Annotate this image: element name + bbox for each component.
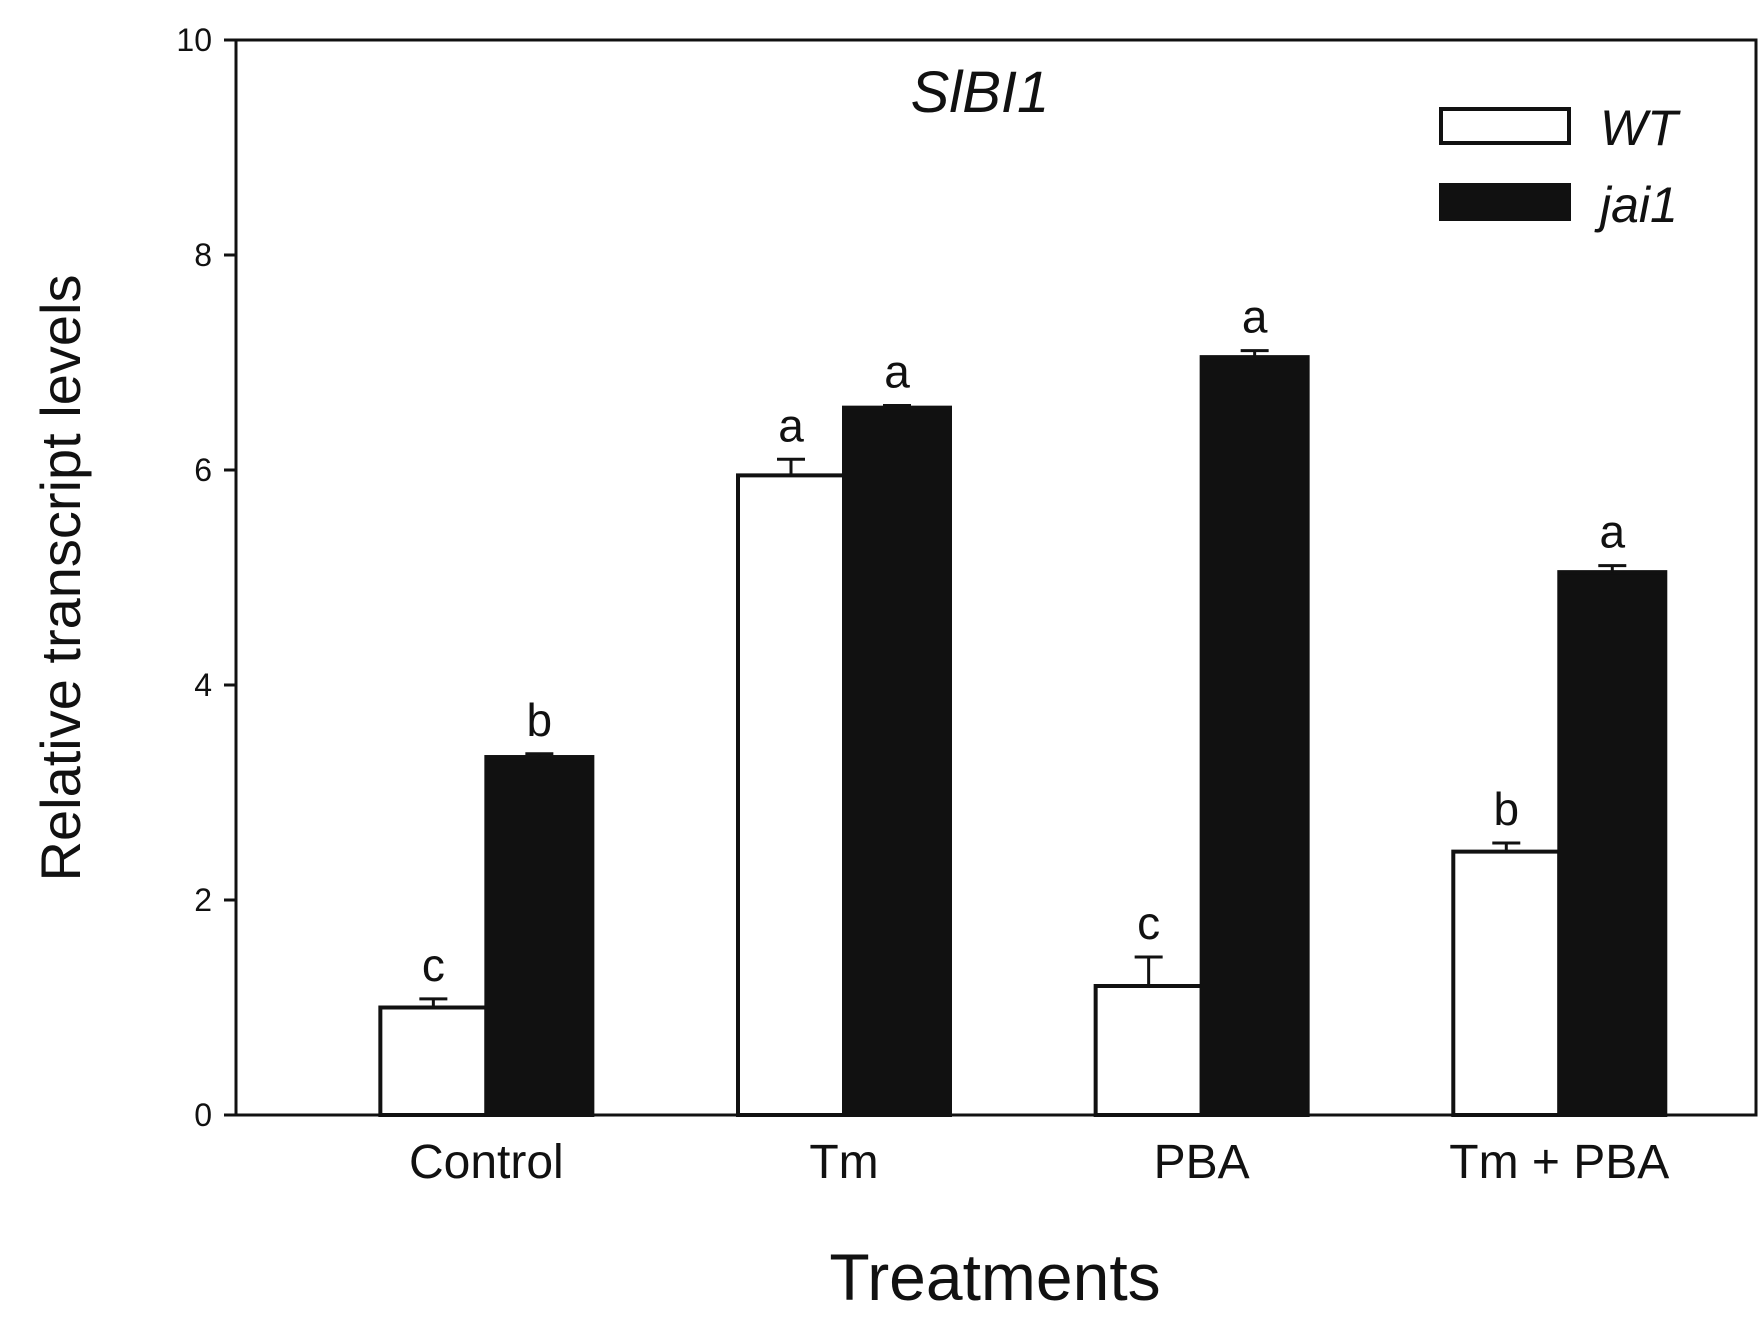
legend-label-wt: WT xyxy=(1600,100,1681,156)
x-tick-label: Tm + PBA xyxy=(1449,1136,1669,1189)
bar-jai1 xyxy=(842,405,952,1117)
x-tick-label: Control xyxy=(409,1136,564,1189)
y-tick-label: 0 xyxy=(194,1097,212,1133)
significance-letter: a xyxy=(778,399,804,451)
y-tick-label: 10 xyxy=(176,22,212,58)
bar-jai1 xyxy=(484,755,595,1118)
x-tick-label: Tm xyxy=(809,1136,878,1189)
bar-wt xyxy=(1451,849,1562,1117)
y-tick-label: 6 xyxy=(194,452,212,488)
y-tick-label: 2 xyxy=(194,882,212,918)
bar-jai1 xyxy=(1199,355,1310,1117)
legend-label-jai1: jai1 xyxy=(1594,177,1678,233)
significance-letter: c xyxy=(422,939,445,991)
significance-letter: c xyxy=(1137,897,1160,949)
y-axis: 0 2 4 6 8 10 xyxy=(176,22,236,1133)
x-tick-label: PBA xyxy=(1154,1136,1250,1189)
bar-wt xyxy=(736,473,846,1117)
significance-letter: a xyxy=(1599,506,1625,558)
bar-wt xyxy=(1093,984,1204,1117)
bar-jai1 xyxy=(1557,570,1668,1117)
significance-letter: b xyxy=(1493,783,1519,835)
significance-letter: a xyxy=(1242,291,1268,343)
y-tick-label: 8 xyxy=(194,237,212,273)
y-tick-label: 4 xyxy=(194,667,212,703)
legend: WT jai1 xyxy=(1439,100,1681,233)
significance-letter: b xyxy=(527,694,553,746)
chart-title: SlBI1 xyxy=(911,60,1050,125)
legend-swatch-wt xyxy=(1439,107,1571,145)
x-axis-title: Treatments xyxy=(829,1240,1160,1314)
plot-frame xyxy=(234,38,1758,1117)
bar-wt xyxy=(378,1005,489,1117)
y-axis-title: Relative transcript levels xyxy=(29,275,92,882)
bars-group: c b a a c a b a xyxy=(378,291,1668,1118)
x-axis: Control Tm PBA Tm + PBA xyxy=(409,1136,1669,1189)
significance-letter: a xyxy=(884,346,910,398)
legend-swatch-jai1 xyxy=(1439,183,1571,221)
